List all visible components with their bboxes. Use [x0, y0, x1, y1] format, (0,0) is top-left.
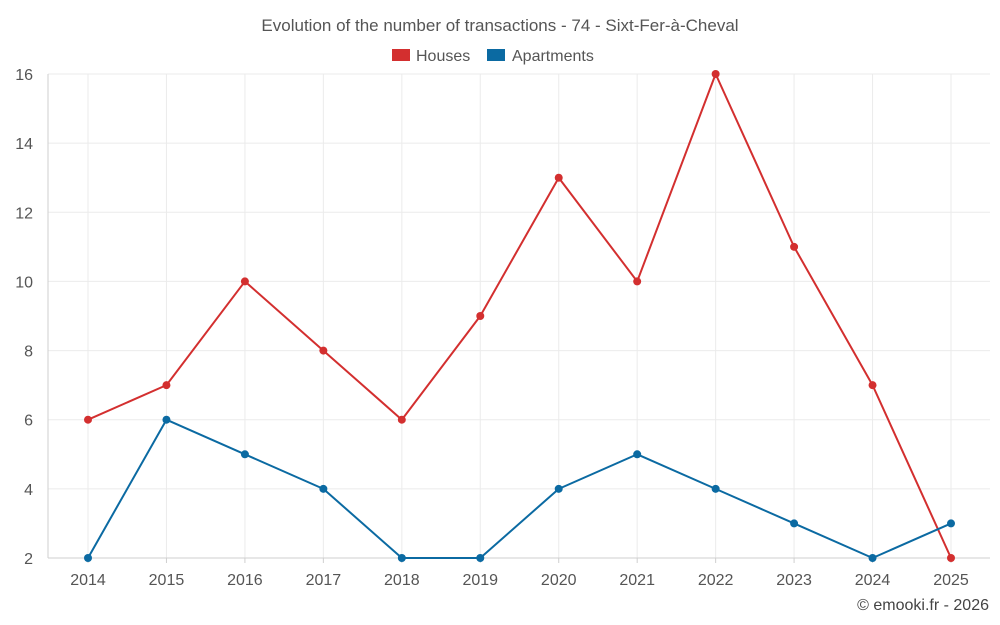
legend-label-houses[interactable]: Houses [416, 48, 470, 65]
x-tick-label: 2025 [933, 572, 969, 589]
x-tick-label: 2023 [776, 572, 812, 589]
x-tick-label: 2019 [462, 572, 498, 589]
data-point-houses[interactable] [947, 554, 955, 562]
data-point-houses[interactable] [162, 381, 171, 390]
x-tick-label: 2018 [384, 572, 420, 589]
credit-text: © emooki.fr - 2026 [857, 597, 989, 614]
x-axis-ticks: 2014 2015 2016 2017 2018 2019 2020 2021 2022 2023… [70, 572, 969, 589]
x-tick-label: 2017 [306, 572, 342, 589]
data-point-apartments[interactable] [319, 484, 328, 493]
data-point-apartments[interactable] [162, 415, 171, 424]
x-tick-label: 2021 [619, 572, 655, 589]
axes [47, 74, 990, 563]
data-point-apartments[interactable] [240, 450, 249, 459]
data-point-apartments[interactable] [633, 450, 642, 459]
x-tick-label: 2015 [149, 572, 185, 589]
y-tick-label: 2 [24, 551, 33, 568]
x-tick-label: 2024 [855, 572, 891, 589]
series [84, 70, 955, 562]
data-point-houses[interactable] [240, 277, 249, 286]
data-point-apartments[interactable] [868, 554, 877, 562]
data-point-houses[interactable] [319, 346, 328, 355]
y-tick-label: 16 [15, 67, 33, 84]
series-line-apartments [87, 418, 952, 559]
data-point-houses[interactable] [790, 242, 799, 251]
data-point-apartments[interactable] [476, 554, 485, 562]
legend-swatch-apartments[interactable] [487, 49, 505, 61]
data-point-apartments[interactable] [947, 519, 955, 528]
x-tick-label: 2020 [541, 572, 577, 589]
y-tick-label: 12 [15, 205, 33, 222]
data-point-houses[interactable] [84, 415, 92, 424]
x-tick-label: 2022 [698, 572, 734, 589]
legend-label-apartments[interactable]: Apartments [512, 48, 594, 65]
data-point-apartments[interactable] [397, 554, 406, 562]
data-point-apartments[interactable] [790, 519, 799, 528]
legend-swatch-houses[interactable] [392, 49, 410, 61]
x-tick-label: 2014 [70, 572, 106, 589]
data-point-apartments[interactable] [554, 484, 563, 493]
x-tick-label: 2016 [227, 572, 263, 589]
grid [48, 73, 990, 558]
chart-title: Evolution of the number of transactions … [261, 16, 738, 35]
series-line-houses [87, 73, 952, 559]
legend: Houses Apartments [392, 48, 594, 65]
data-point-houses[interactable] [633, 277, 642, 286]
data-point-houses[interactable] [554, 173, 563, 182]
data-point-houses[interactable] [397, 415, 406, 424]
data-point-houses[interactable] [868, 381, 877, 390]
data-point-houses[interactable] [711, 70, 720, 78]
y-tick-label: 4 [24, 482, 33, 499]
y-tick-label: 14 [15, 136, 33, 153]
y-tick-label: 10 [15, 274, 33, 291]
y-axis-ticks: 2 4 6 8 10 12 14 16 [15, 67, 33, 568]
y-tick-label: 8 [24, 344, 33, 361]
data-point-houses[interactable] [476, 312, 485, 320]
y-tick-label: 6 [24, 413, 33, 430]
data-point-apartments[interactable] [84, 554, 92, 562]
data-point-apartments[interactable] [711, 484, 720, 493]
